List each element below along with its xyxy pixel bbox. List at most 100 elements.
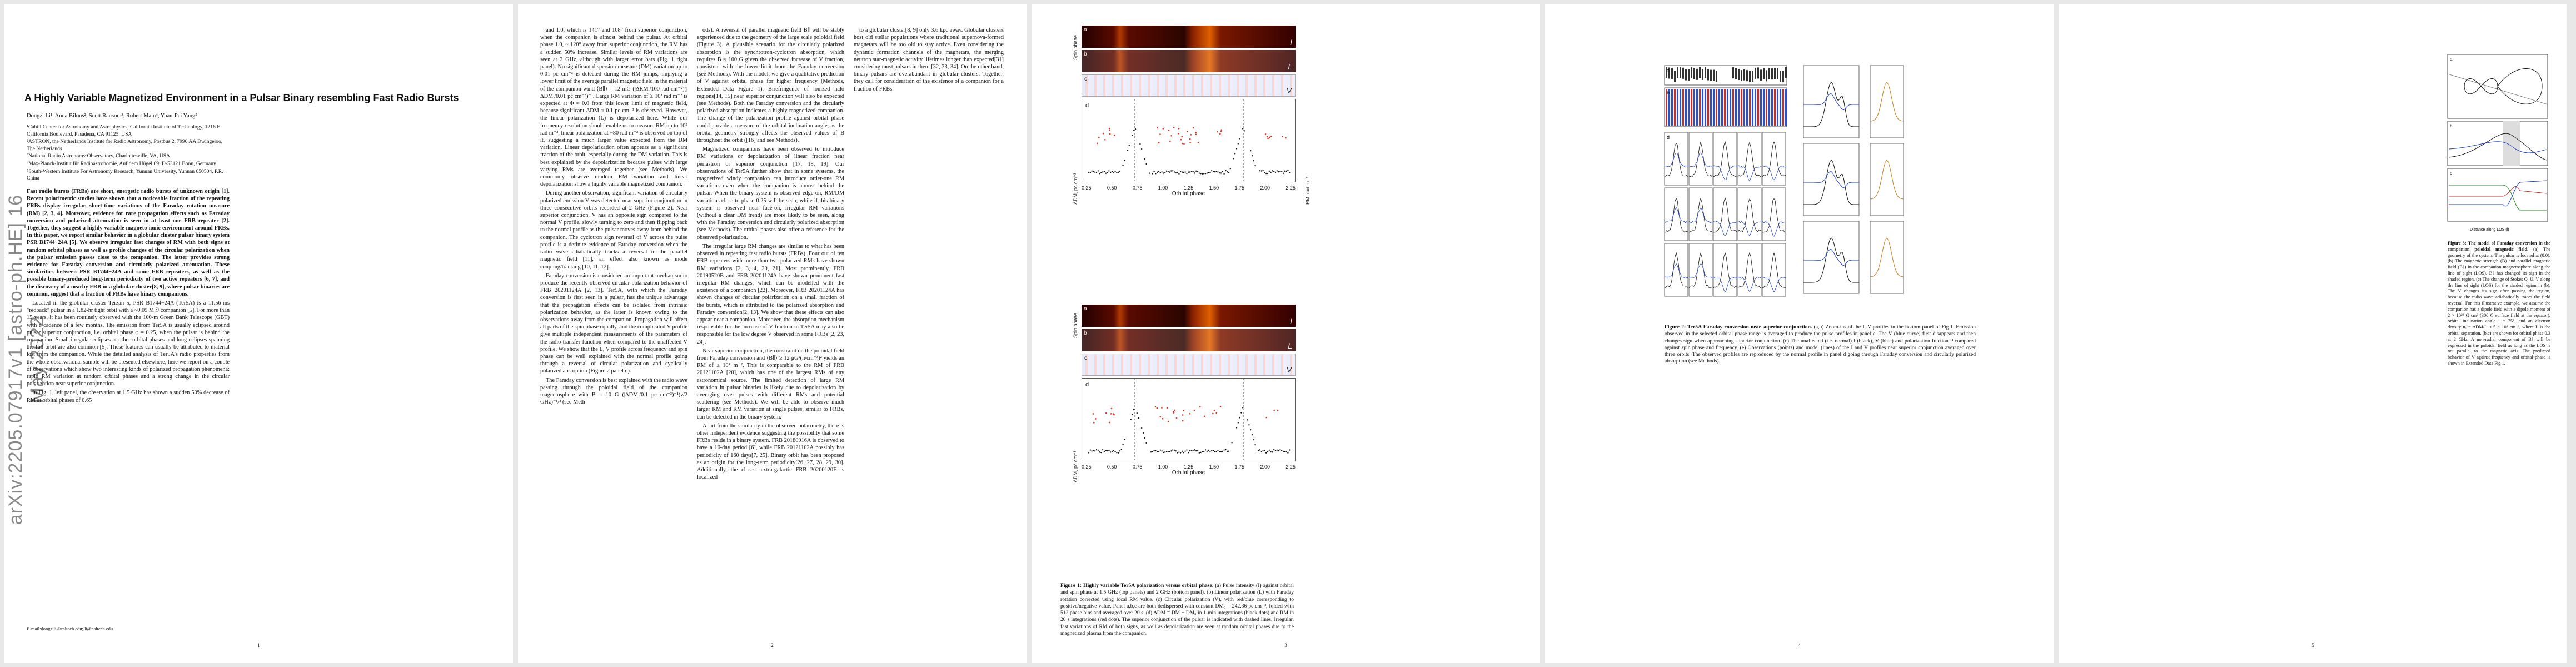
- dm-point: [1281, 450, 1283, 451]
- dm-point: [1203, 451, 1205, 452]
- dm-point: [1108, 450, 1110, 451]
- dm-point: [1284, 450, 1285, 452]
- body-paragraph: During another observation, significant …: [540, 190, 687, 270]
- dm-point: [1254, 444, 1256, 446]
- svg-text:a: a: [1667, 68, 1670, 73]
- column-1: and 1.0, which is 141° and 108° from sup…: [540, 27, 687, 627]
- spectrum-panel: [1870, 143, 1904, 216]
- body-paragraph: The Faraday conversion is best explained…: [540, 377, 687, 406]
- polarization-stripe: [1749, 89, 1751, 126]
- dm-point: [1116, 172, 1118, 173]
- dm-point: [1175, 450, 1177, 452]
- body-paragraph: and 1.0, which is 141° and 108° from sup…: [540, 27, 687, 188]
- intensity-stripe: [1718, 68, 1720, 79]
- intensity-stripe: [1666, 67, 1667, 78]
- Bpar-curve: [2448, 141, 2547, 153]
- dm-point: [1134, 128, 1137, 130]
- dm-point: [1220, 172, 1222, 174]
- dm-point: [1274, 450, 1277, 451]
- polarization-stripe: [1699, 89, 1701, 126]
- B-curve: [2448, 133, 2547, 161]
- intensity-stripe: [1785, 67, 1787, 78]
- dm-point: [1144, 158, 1145, 160]
- svg-text:d: d: [1085, 381, 1089, 388]
- polarization-stripe: [1724, 89, 1726, 126]
- body-paragraph: In Fig. 1, left panel, the observation a…: [27, 390, 230, 404]
- intensity-stripe: [1727, 69, 1728, 81]
- dm-point: [1100, 172, 1102, 173]
- field-strength-curve: [2448, 133, 2547, 161]
- dm-point: [1133, 130, 1135, 131]
- svg-text:d: d: [1085, 102, 1089, 109]
- rm-point: [1098, 136, 1100, 138]
- I-normal-curve: [1803, 82, 1859, 127]
- page-4: a b d Figure 2: Ter5A Faraday conversion…: [1545, 4, 2054, 663]
- dm-point: [1253, 160, 1254, 162]
- polarization-stripe: [1702, 89, 1703, 126]
- x-tick-row: 0.25 0.50 0.75 1.00 1.25 1.50 1.75 2.00 2.25: [1082, 464, 1296, 470]
- profile-subpanel: [1762, 187, 1786, 241]
- dm-point: [1180, 171, 1182, 173]
- polarization-stripe: [1735, 89, 1737, 126]
- intensity-stripe: [1760, 69, 1762, 81]
- V-profile-curve: [1738, 165, 1762, 182]
- page-number: 1: [257, 643, 260, 648]
- dm-point: [1164, 451, 1166, 453]
- dm-point: [1202, 173, 1203, 175]
- dm-point: [1142, 432, 1144, 434]
- polarization-stripe: [1746, 89, 1748, 126]
- polarization-stripe: [1780, 89, 1781, 126]
- dm-point: [1250, 429, 1252, 431]
- profile-panels-d: [1664, 132, 1786, 297]
- dm-point: [1281, 171, 1283, 172]
- column-left: Fast radio bursts (FRBs) are short, ener…: [27, 188, 230, 605]
- rm-point: [1265, 416, 1268, 419]
- dm-point: [1270, 451, 1272, 453]
- dm-point: [1259, 170, 1261, 172]
- dm-point: [1184, 450, 1186, 452]
- dm-point: [1259, 449, 1261, 451]
- dm-point: [1127, 150, 1129, 151]
- I-profile-curve: [1664, 197, 1688, 233]
- rm-point: [1154, 406, 1157, 408]
- dm-point: [1289, 449, 1291, 451]
- rm-point: [1182, 414, 1184, 416]
- dm-point: [1262, 450, 1264, 452]
- dm-point: [1194, 172, 1195, 174]
- dm-point: [1229, 168, 1231, 170]
- polarization-stripe: [1777, 89, 1778, 126]
- normal-profile-panel: [1803, 143, 1860, 216]
- V-profile-curve: [1762, 276, 1786, 293]
- rm-point: [1192, 127, 1194, 129]
- dm-point: [1108, 170, 1110, 172]
- dm-point: [1173, 171, 1175, 173]
- x-axis-label: Orbital phase: [1172, 470, 1205, 476]
- polarization-stripe: [1688, 89, 1690, 126]
- dm-point: [1113, 172, 1114, 174]
- dm-point: [1233, 158, 1234, 160]
- dm-point: [1089, 172, 1091, 173]
- line-of-sight: [2447, 73, 2548, 105]
- rm-point: [1110, 407, 1113, 410]
- dm-point: [1265, 172, 1267, 175]
- rm-series: [1092, 405, 1279, 424]
- dm-point: [1279, 171, 1281, 172]
- V-profile-curve: [1738, 221, 1762, 236]
- dm-point: [1155, 450, 1157, 452]
- dm-point: [1243, 130, 1245, 132]
- figure-2-caption: Figure 2: Ter5A Faraday conversion near …: [1665, 324, 1976, 365]
- dm-point: [1234, 153, 1236, 155]
- dm-point: [1099, 451, 1100, 453]
- dm-point: [1094, 171, 1096, 173]
- dm-point: [1155, 173, 1157, 175]
- V-profile-curve: [1688, 207, 1713, 223]
- normal-profile-panel: [1803, 221, 1860, 294]
- polarization-stripe: [1766, 89, 1767, 126]
- profile-subpanel: [1664, 187, 1688, 241]
- dm-point: [1190, 171, 1192, 172]
- dm-point: [1253, 439, 1254, 441]
- normal-profile-panel: [1803, 65, 1860, 138]
- I-profile-curve: [1713, 141, 1737, 177]
